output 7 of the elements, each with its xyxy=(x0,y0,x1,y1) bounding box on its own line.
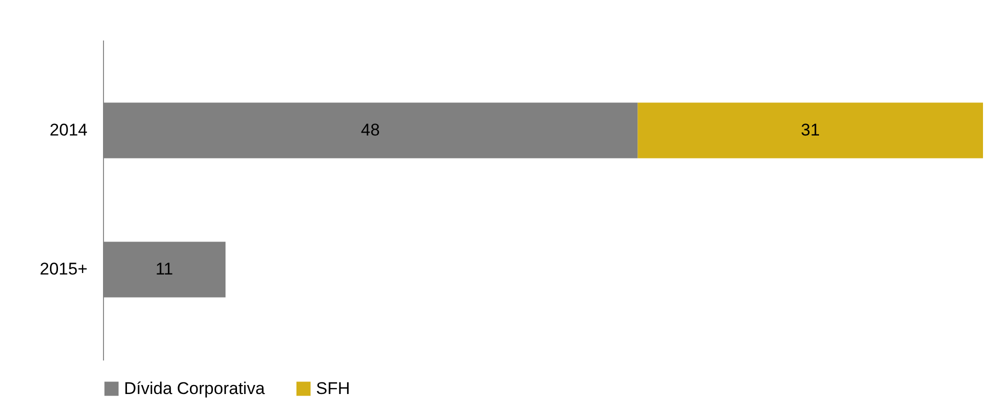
data-label: 48 xyxy=(360,120,380,140)
data-label: 11 xyxy=(155,260,174,279)
legend-label: Dívida Corporativa xyxy=(124,378,266,398)
y-tick-label: 2015+ xyxy=(40,260,88,279)
legend-label: SFH xyxy=(316,378,350,398)
data-label: 31 xyxy=(800,120,820,140)
y-tick-label: 2014 xyxy=(50,120,88,140)
